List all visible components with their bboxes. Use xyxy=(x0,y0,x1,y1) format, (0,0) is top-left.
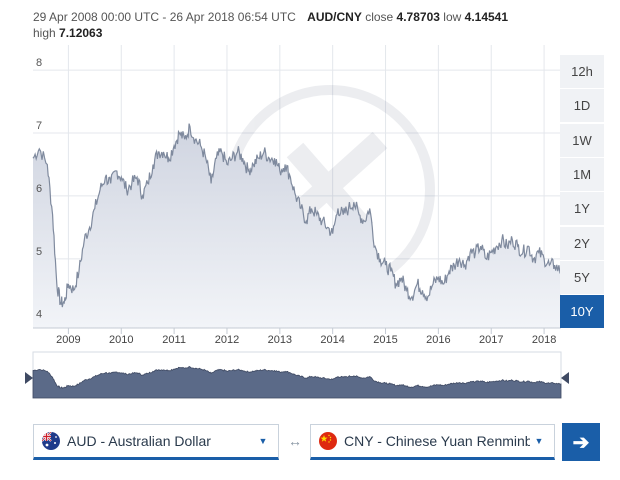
rate-line xyxy=(32,123,562,308)
x-tick-label: 2018 xyxy=(532,334,556,346)
to-currency-label: CNY - Chinese Yuan Renminbi xyxy=(344,433,530,449)
from-currency-label: AUD - Australian Dollar xyxy=(67,433,211,449)
high-label: high xyxy=(33,26,56,40)
from-currency-select[interactable]: AUD - Australian Dollar ▼ xyxy=(33,424,279,460)
range-button-1w[interactable]: 1W xyxy=(560,123,604,157)
swap-arrows-icon[interactable]: ↔ xyxy=(288,433,302,449)
y-axis-ticks: 4 5 6 7 8 xyxy=(36,57,42,321)
x-tick-label: 2014 xyxy=(320,334,344,346)
au-flag-icon xyxy=(42,432,60,450)
navigator-left-handle[interactable] xyxy=(25,372,33,384)
y-tick-label: 5 xyxy=(36,246,42,258)
range-button-1m[interactable]: 1M xyxy=(560,158,604,192)
low-label: low xyxy=(443,10,462,24)
date-range: 29 Apr 2008 00:00 UTC - 26 Apr 2018 06:5… xyxy=(33,10,296,24)
close-value: 4.78703 xyxy=(396,10,440,24)
to-currency-select[interactable]: CNY - Chinese Yuan Renminbi ▼ xyxy=(310,424,555,460)
y-tick-label: 4 xyxy=(36,309,42,321)
cn-flag-icon xyxy=(319,432,337,450)
y-tick-label: 8 xyxy=(36,57,42,69)
arrow-right-icon: ➔ xyxy=(572,431,590,454)
convert-arrow-button[interactable]: ➔ xyxy=(562,423,600,461)
x-tick-label: 2017 xyxy=(479,334,503,346)
x-tick-label: 2013 xyxy=(268,334,292,346)
low-value: 4.14541 xyxy=(464,10,509,24)
navigator-series xyxy=(32,365,562,399)
y-tick-label: 7 xyxy=(36,120,42,132)
range-button-12h[interactable]: 12h xyxy=(560,55,604,88)
navigator-right-handle[interactable] xyxy=(561,372,569,384)
x-tick-label: 2012 xyxy=(215,334,239,346)
rate-area xyxy=(33,123,561,328)
x-tick-label: 2011 xyxy=(162,334,186,346)
range-button-2y[interactable]: 2Y xyxy=(560,226,604,260)
x-tick-label: 2016 xyxy=(426,334,450,346)
range-button-5y[interactable]: 5Y xyxy=(560,261,604,295)
range-button-1d[interactable]: 1D xyxy=(560,89,604,123)
chart-header: 29 Apr 2008 00:00 UTC - 26 Apr 2018 06:5… xyxy=(33,9,573,41)
high-value: 7.12063 xyxy=(59,26,103,40)
range-button-1y[interactable]: 1Y xyxy=(560,192,604,226)
x-tick-label: 2010 xyxy=(109,334,133,346)
currency-pair: AUD/CNY xyxy=(307,10,362,24)
x-tick-label: 2009 xyxy=(56,334,80,346)
chevron-down-icon: ▼ xyxy=(258,436,268,446)
x-axis-ticks: 2009 2010 2011 2012 2013 2014 2015 2016 2017 2018 xyxy=(33,327,561,346)
close-label: close xyxy=(365,10,394,24)
range-button-10y[interactable]: 10Y xyxy=(560,295,604,329)
y-tick-label: 6 xyxy=(36,183,42,195)
x-tick-label: 2015 xyxy=(373,334,397,346)
chevron-down-icon: ▼ xyxy=(534,436,544,446)
range-selector: 12h 1D 1W 1M 1Y 2Y 5Y 10Y xyxy=(560,55,604,330)
